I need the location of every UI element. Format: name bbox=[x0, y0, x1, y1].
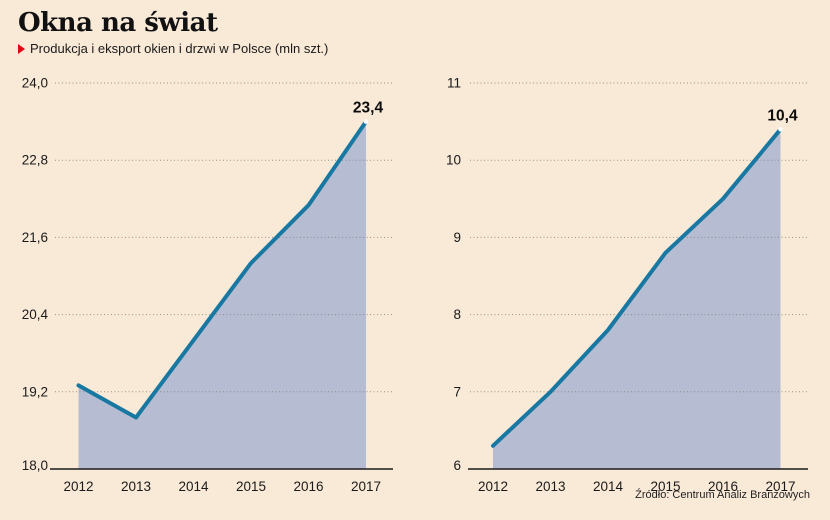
y-axis-tick-label: 9 bbox=[453, 230, 461, 245]
chart-header: Okna na świat Produkcja i eksport okien … bbox=[18, 8, 328, 56]
y-axis-tick-label: 20,4 bbox=[22, 307, 49, 322]
y-axis-tick-label: 8 bbox=[453, 307, 461, 322]
x-axis-tick-label: 2016 bbox=[293, 479, 323, 494]
endpoint-marker bbox=[778, 127, 783, 132]
y-axis-tick-label: 19,2 bbox=[22, 384, 48, 399]
y-axis-tick-label: 21,6 bbox=[22, 230, 48, 245]
x-axis-tick-label: 2015 bbox=[650, 479, 680, 494]
x-axis-tick-label: 2014 bbox=[178, 479, 209, 494]
page-title: Okna na świat bbox=[18, 8, 218, 38]
x-axis-tick-label: 2014 bbox=[593, 479, 624, 494]
y-axis-tick-label: 11 bbox=[447, 76, 461, 91]
y-axis-tick-label: 7 bbox=[453, 384, 461, 399]
y-axis-tick-label: 6 bbox=[453, 458, 461, 473]
y-axis-tick-label: 22,8 bbox=[22, 153, 48, 168]
y-axis-tick-label: 10 bbox=[446, 153, 461, 168]
x-axis-tick-label: 2013 bbox=[121, 479, 151, 494]
value-annotation: 23,4 bbox=[353, 100, 384, 117]
trend-line bbox=[491, 127, 783, 448]
trend-line bbox=[76, 119, 368, 420]
endpoint-marker bbox=[363, 119, 369, 124]
area-fill bbox=[78, 121, 366, 469]
red-triangle-icon bbox=[18, 43, 25, 54]
x-axis-tick-label: 2012 bbox=[63, 479, 93, 494]
chart-eksport: 11 10 9 8 7 6 2012 2013 2014 2015 2016 2017 10,4 bbox=[446, 76, 808, 494]
x-axis-tick-label: 2015 bbox=[236, 479, 266, 494]
x-axis-tick-label: 2012 bbox=[478, 479, 508, 494]
x-axis-tick-label: 2017 bbox=[765, 479, 795, 494]
chart-produkcja: 24,0 22,8 21,6 20,4 19,2 18,0 2012 2013 2014 2015… bbox=[22, 76, 393, 494]
x-axis-tick-label: 2013 bbox=[535, 479, 565, 494]
y-axis-tick-label: 18,0 bbox=[22, 458, 48, 473]
y-axis-tick-label: 24,0 bbox=[22, 76, 48, 91]
chart-subtitle-row: Produkcja i eksport okien i drzwi w Pols… bbox=[18, 41, 328, 56]
x-axis-tick-label: 2016 bbox=[708, 479, 738, 494]
value-annotation: 10,4 bbox=[767, 107, 798, 124]
chart-subtitle: Produkcja i eksport okien i drzwi w Pols… bbox=[30, 41, 329, 56]
source-note: Źródło: Centrum Analiz Branżowych bbox=[635, 489, 810, 501]
x-axis-tick-label: 2017 bbox=[351, 479, 381, 494]
